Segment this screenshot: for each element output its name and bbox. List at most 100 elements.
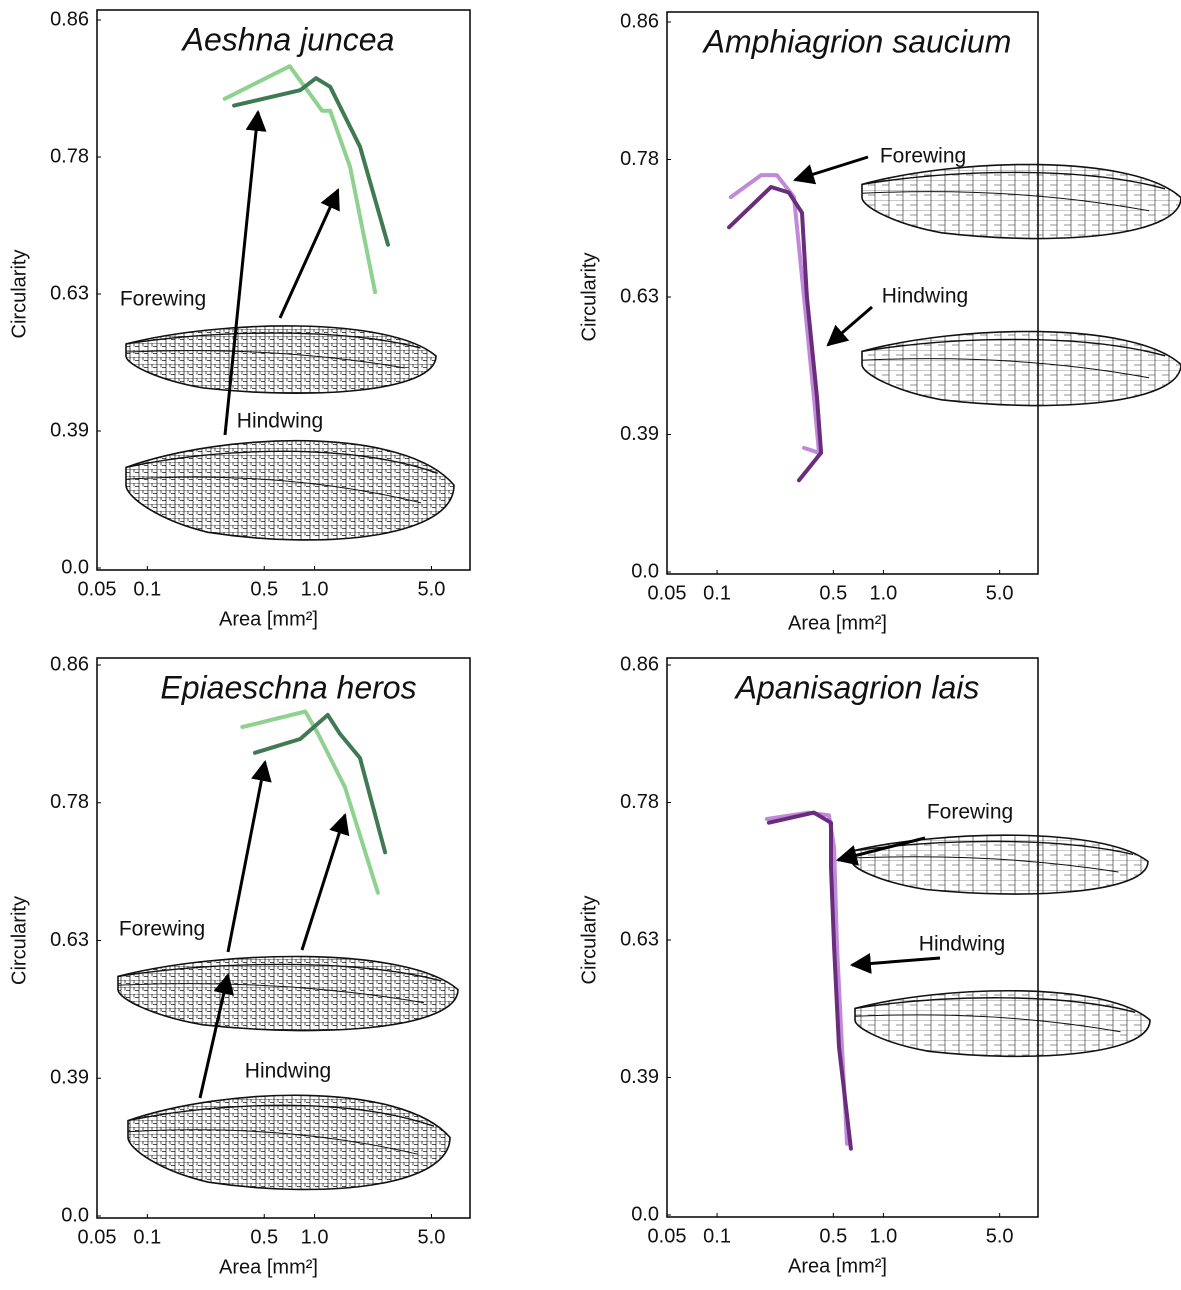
wing-vein (125, 476, 422, 504)
arrow (198, 972, 235, 1099)
x-tick-label: 0.5 (250, 578, 278, 600)
x-tick-label: 0.1 (133, 578, 161, 600)
y-tick-label: 0.63 (620, 928, 659, 950)
y-tick-label: 0.78 (50, 791, 89, 813)
y-tick-label: 0.0 (631, 1203, 659, 1225)
y-tick-label: 0.86 (50, 8, 89, 30)
series-line (252, 712, 388, 855)
x-tick-label: 0.1 (703, 1225, 731, 1247)
x-axis-label: Area [mm²] (788, 1255, 887, 1277)
arrow (223, 109, 267, 436)
x-tick-label: 1.0 (869, 1225, 897, 1247)
annotation: Hindwing (919, 933, 1005, 956)
plot-frame (666, 657, 1039, 1218)
wing-vein (854, 997, 1136, 1013)
x-tick-label: 5.0 (986, 582, 1014, 604)
wing (117, 955, 459, 1032)
wing (127, 1094, 451, 1191)
wing-vein (117, 963, 442, 982)
y-axis-label: Circularity (578, 896, 600, 985)
y-tick-label: 0.86 (620, 653, 659, 675)
plot-frame (96, 657, 471, 1219)
y-tick-label: 0.78 (620, 148, 659, 170)
x-tick-label: 5.0 (418, 578, 446, 600)
wing-vein (854, 1014, 1121, 1033)
wing-vein (125, 350, 406, 369)
wing (854, 990, 1151, 1058)
chart-title: Epiaeschna heros (160, 669, 416, 705)
series-line (232, 76, 390, 247)
chart-title: Amphiagrion saucium (702, 23, 1012, 59)
annotation: Forewing (927, 801, 1013, 824)
wing-vein (125, 450, 438, 474)
wing-vein (861, 191, 1150, 212)
y-tick-label: 0.86 (620, 10, 659, 32)
x-tick-label: 5.0 (986, 1225, 1014, 1247)
annotation: Hindwing (245, 1060, 331, 1083)
arrow (278, 188, 340, 319)
wing (125, 439, 455, 541)
series-line (222, 64, 378, 295)
series-line (728, 173, 821, 455)
plot-frame (96, 9, 471, 571)
arrow (826, 305, 873, 347)
y-tick-label: 0.63 (620, 285, 659, 307)
arrow (835, 836, 926, 866)
x-tick-label: 0.5 (250, 1226, 278, 1248)
wing (851, 834, 1149, 895)
wing-vein (861, 338, 1166, 357)
series-line (727, 185, 824, 483)
y-tick-label: 0.39 (620, 1066, 659, 1088)
y-tick-label: 0.78 (50, 145, 89, 167)
y-tick-label: 0.0 (61, 1204, 89, 1226)
arrow (792, 155, 869, 185)
arrow (300, 812, 350, 951)
y-tick-label: 0.39 (620, 423, 659, 445)
x-axis-label: Area [mm²] (788, 612, 887, 634)
x-tick-label: 0.05 (78, 578, 117, 600)
x-tick-label: 1.0 (869, 582, 897, 604)
annotation: Forewing (119, 918, 205, 941)
x-axis-label: Area [mm²] (219, 1256, 318, 1278)
wing (125, 325, 437, 394)
y-axis-label: Circularity (8, 896, 30, 985)
y-tick-label: 0.86 (50, 653, 89, 675)
y-tick-label: 0.63 (50, 282, 89, 304)
y-tick-label: 0.78 (620, 791, 659, 813)
x-tick-label: 0.1 (133, 1226, 161, 1248)
chart-title: Aeshna juncea (181, 21, 395, 57)
arrow (226, 759, 272, 953)
series-line (766, 810, 853, 1151)
wing-vein (127, 1129, 418, 1155)
wing-vein (851, 856, 1119, 873)
wing-vein (127, 1104, 435, 1127)
wing-vein (861, 358, 1150, 379)
y-axis-label: Circularity (578, 253, 600, 342)
wing-vein (125, 332, 421, 349)
x-tick-label: 0.05 (648, 1225, 687, 1247)
x-tick-label: 1.0 (301, 578, 329, 600)
annotation: Forewing (120, 288, 206, 311)
wing (861, 163, 1181, 240)
y-tick-label: 0.39 (50, 1067, 89, 1089)
annotation: Hindwing (882, 285, 968, 308)
series-line (240, 709, 380, 895)
y-tick-label: 0.63 (50, 929, 89, 951)
x-tick-label: 1.0 (301, 1226, 329, 1248)
plot-frame (666, 11, 1039, 575)
x-tick-label: 5.0 (418, 1226, 446, 1248)
wing-vein (861, 171, 1166, 190)
x-tick-label: 0.05 (78, 1226, 117, 1248)
x-tick-label: 0.5 (819, 1225, 847, 1247)
arrow (849, 953, 941, 974)
annotation: Forewing (880, 145, 966, 168)
chart-title: Apanisagrion lais (734, 669, 980, 705)
y-tick-label: 0.39 (50, 419, 89, 441)
y-tick-label: 0.0 (631, 560, 659, 582)
annotation: Hindwing (237, 410, 323, 433)
y-tick-label: 0.0 (61, 556, 89, 578)
x-tick-label: 0.1 (703, 582, 731, 604)
x-axis-label: Area [mm²] (219, 608, 318, 630)
wing (861, 330, 1181, 407)
